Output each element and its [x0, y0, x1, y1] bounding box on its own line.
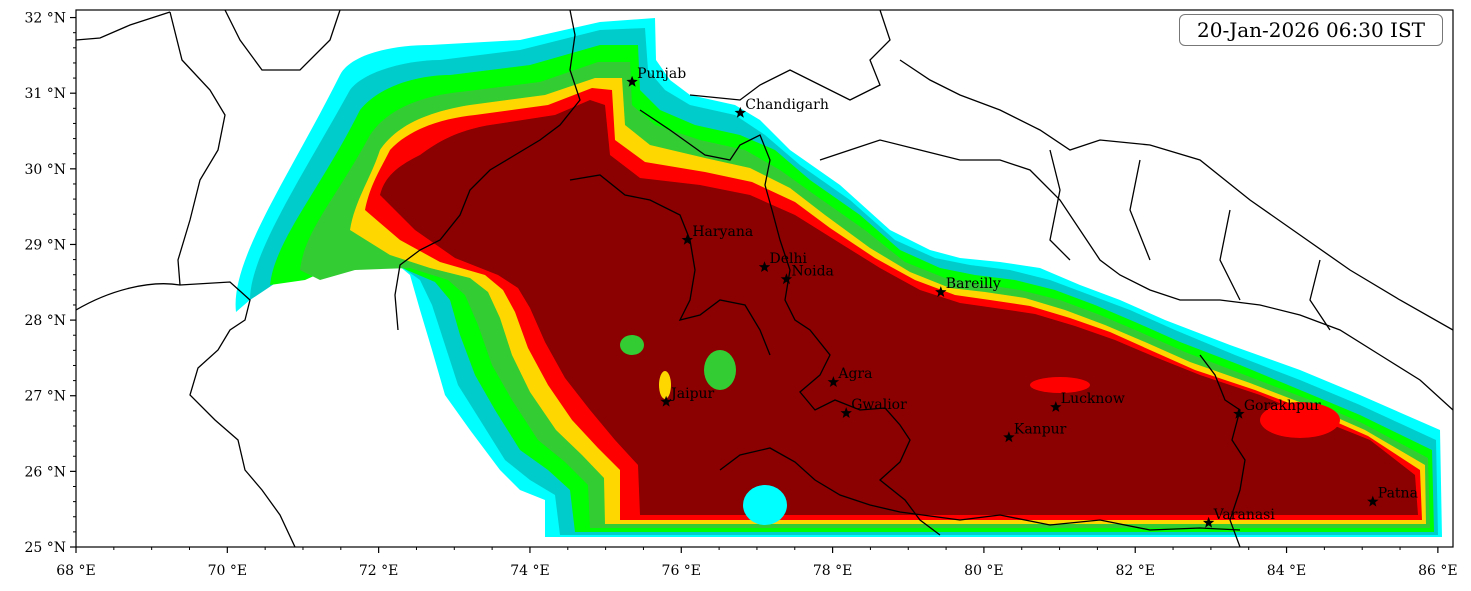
state-boundary — [1199, 354, 1246, 547]
x-tick-label: 82 °E — [1115, 563, 1154, 579]
city-label-punjab: Punjab — [637, 66, 686, 82]
city-marker-icon — [935, 286, 947, 297]
boundaries — [76, 10, 1453, 547]
x-tick-label: 70 °E — [208, 563, 247, 579]
city-marker-icon — [734, 106, 746, 118]
y-axis: 25 °N 26 °N 27 °N 28 °N 29 °N 30 °N 31 °N 32 °N — [24, 11, 76, 556]
country-boundary — [394, 10, 581, 331]
y-tick-label: 29 °N — [24, 237, 66, 253]
fog-field — [235, 18, 1442, 537]
country-boundary — [76, 11, 226, 286]
city-marker-icon — [780, 273, 793, 285]
x-tick-label: 78 °E — [813, 563, 852, 579]
fog-patch — [659, 371, 671, 399]
y-tick-label: 27 °N — [24, 389, 66, 405]
city-label-noida: Noida — [791, 263, 833, 279]
city-label-varanasi: Varanasi — [1213, 507, 1276, 523]
x-tick-label: 76 °E — [662, 563, 701, 579]
state-boundary — [819, 139, 1453, 411]
x-tick-label: 84 °E — [1267, 563, 1306, 579]
city-marker-icon — [1202, 516, 1215, 528]
y-tick-label: 32 °N — [24, 11, 66, 27]
state-boundary — [569, 174, 771, 356]
city-label-bareilly: Bareilly — [946, 276, 1001, 292]
fog-patch — [1030, 377, 1090, 393]
fog-level-7 — [380, 100, 1418, 515]
city-label-haryana: Haryana — [692, 224, 753, 240]
state-boundary — [719, 447, 1241, 531]
plot-frame — [75, 9, 1454, 548]
city-marker-icon — [626, 75, 638, 87]
state-boundary — [639, 109, 941, 536]
y-tick-label: 26 °N — [24, 464, 66, 480]
x-tick-label: 86 °E — [1418, 563, 1457, 579]
city-label-chandigarh: Chandigarh — [745, 97, 829, 113]
city-marker-icon — [660, 395, 672, 407]
city-label-agra: Agra — [837, 366, 872, 382]
city-marker-icon — [827, 376, 840, 387]
city-label-delhi: Delhi — [770, 251, 808, 267]
city-label-kanpur: Kanpur — [1014, 421, 1067, 437]
city-label-lucknow: Lucknow — [1061, 391, 1125, 407]
fog-patch — [704, 350, 736, 390]
city-label-gorakhpur: Gorakhpur — [1244, 398, 1321, 414]
x-tick-label: 80 °E — [964, 563, 1003, 579]
y-tick-label: 31 °N — [24, 86, 66, 102]
city-marker-icon — [840, 407, 852, 418]
country-boundary — [224, 10, 341, 71]
x-axis: 68 °E 70 °E 72 °E 74 °E 76 °E 78 °E 80 °E 82 °E… — [56, 547, 1458, 579]
y-tick-label: 25 °N — [24, 540, 66, 556]
country-boundary — [76, 281, 296, 547]
x-tick-label: 68 °E — [56, 563, 95, 579]
city-marker-icon — [1233, 407, 1245, 419]
x-tick-label: 74 °E — [510, 563, 549, 579]
fog-patch — [743, 485, 787, 525]
y-tick-label: 30 °N — [24, 162, 66, 178]
timestamp-label: 20-Jan-2026 06:30 IST — [1179, 14, 1443, 46]
city-marker-icon — [1050, 401, 1062, 412]
fog-patch — [620, 335, 644, 355]
y-tick-label: 28 °N — [24, 313, 66, 329]
city-marker-icon — [758, 261, 771, 272]
city-label-patna: Patna — [1378, 486, 1418, 502]
city-marker-icon — [681, 233, 693, 245]
x-tick-label: 72 °E — [359, 563, 398, 579]
city-marker-icon — [1367, 495, 1379, 507]
city-label-jaipur: Jaipur — [669, 386, 714, 402]
state-boundary — [899, 59, 1453, 331]
city-marker-icon — [1003, 431, 1015, 443]
city-label-gwalior: Gwalior — [851, 397, 907, 413]
fog-patch — [1260, 402, 1340, 438]
state-boundary — [689, 10, 891, 101]
state-boundary — [1049, 149, 1331, 331]
